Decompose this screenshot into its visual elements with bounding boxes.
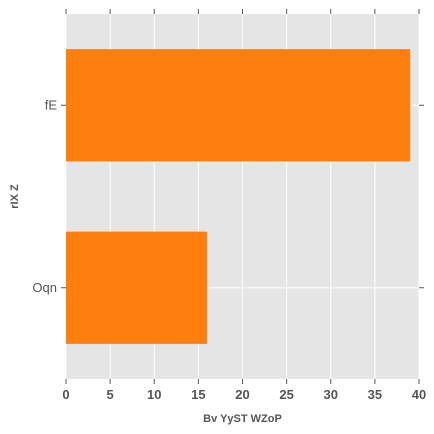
x-tick-label: 30 bbox=[324, 387, 338, 402]
bars bbox=[66, 49, 411, 344]
x-tick-label: 20 bbox=[235, 387, 249, 402]
bar-Oqn bbox=[66, 231, 208, 344]
x-tick-label: 40 bbox=[412, 387, 426, 402]
x-tick-label: 0 bbox=[62, 387, 69, 402]
x-tick-label: 5 bbox=[107, 387, 114, 402]
x-tick-label: 25 bbox=[279, 387, 293, 402]
x-tick-label: 35 bbox=[368, 387, 382, 402]
bar-fE bbox=[66, 49, 411, 162]
x-axis-title: Bv YyST WZoP bbox=[203, 413, 282, 425]
y-axis-title: rIX Z bbox=[9, 184, 21, 209]
y-tick-label: fE bbox=[45, 97, 58, 112]
x-tick-label: 15 bbox=[191, 387, 205, 402]
axis-ticks: 0 5 10 15 20 25 30 35 40 Oqn fE bbox=[32, 9, 426, 402]
x-tick-label: 10 bbox=[147, 387, 161, 402]
y-tick-label: Oqn bbox=[32, 280, 57, 295]
